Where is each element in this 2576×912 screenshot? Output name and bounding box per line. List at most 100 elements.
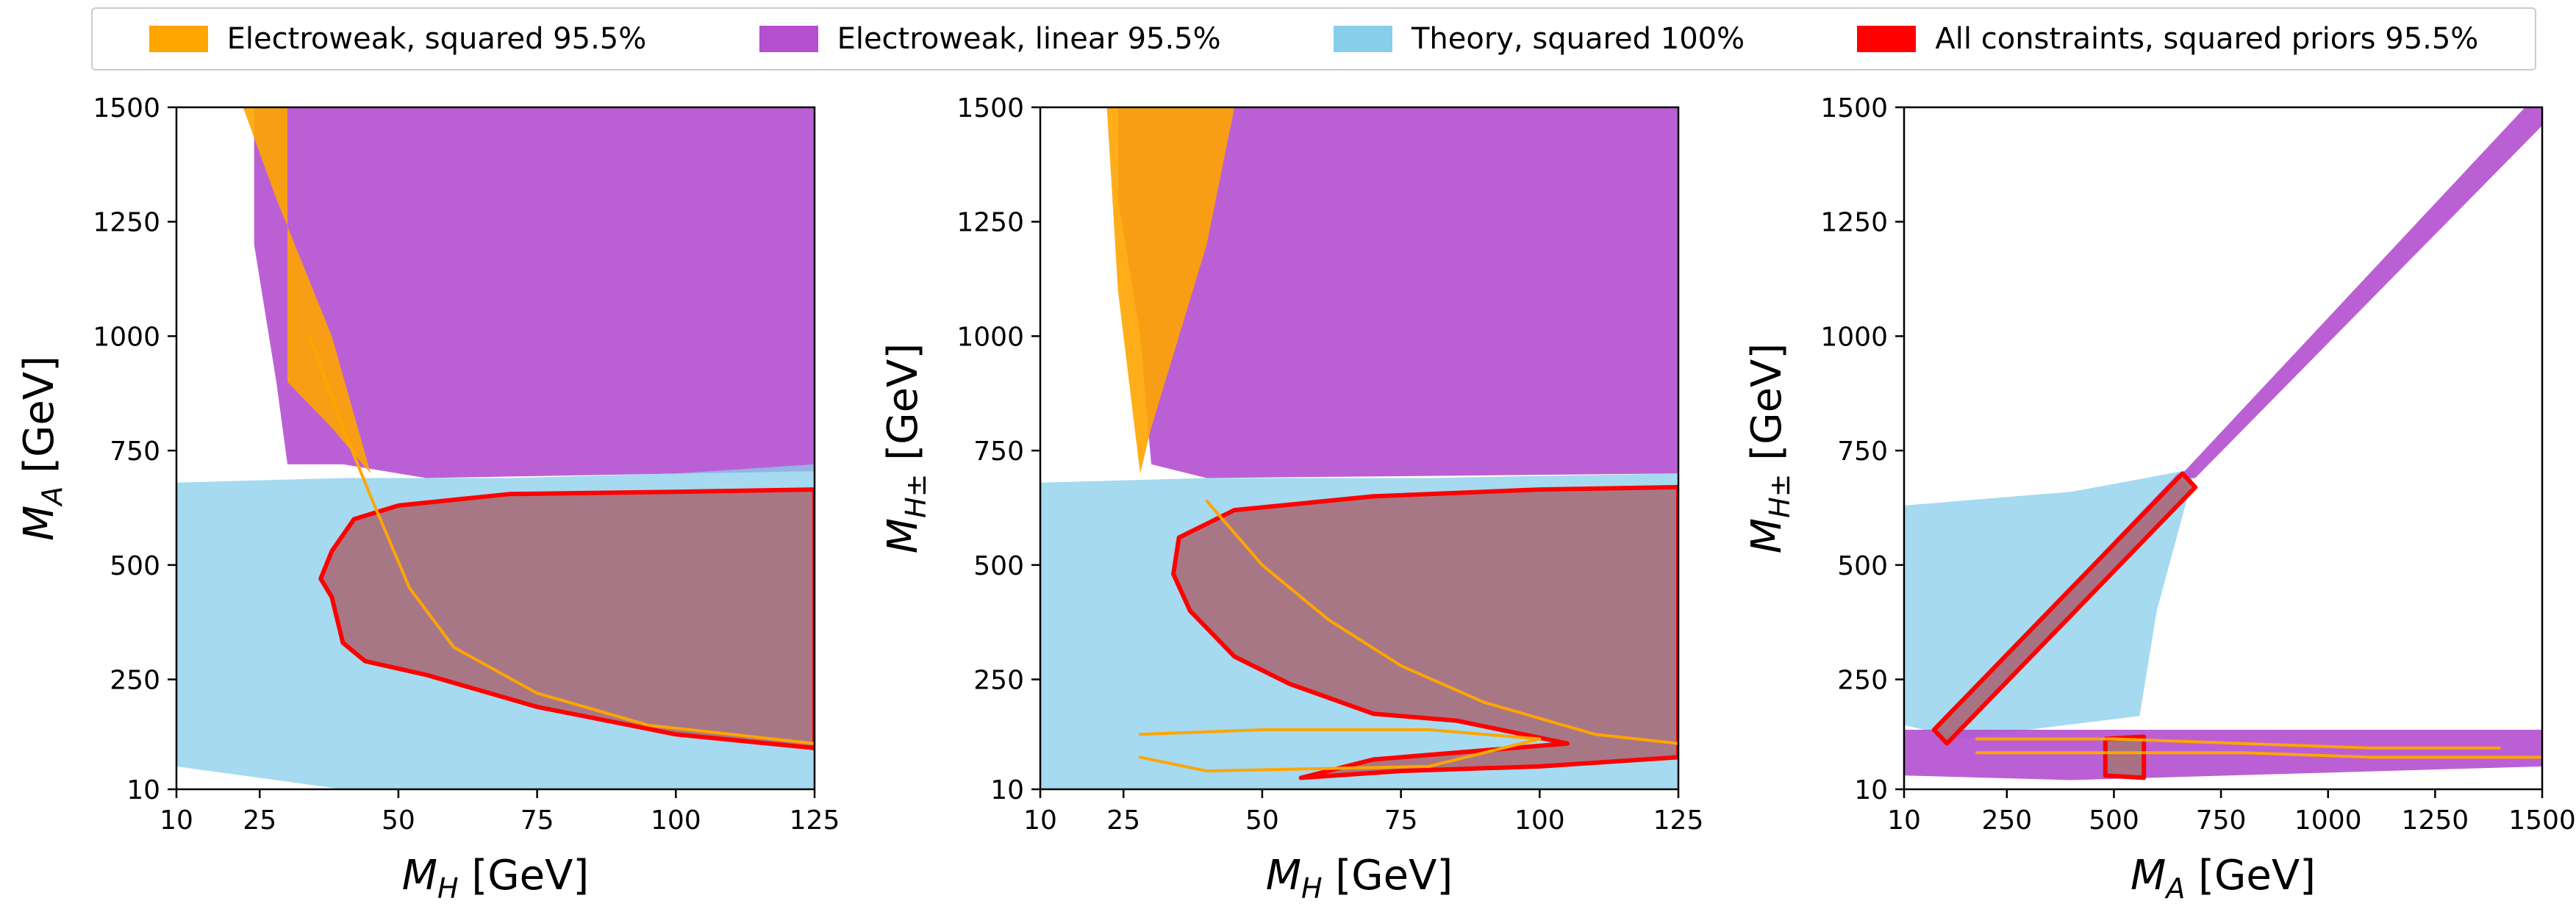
panel-3-plot-area [1904,107,2542,780]
x-tick-label: 1500 [2508,805,2576,836]
x-tick-label: 75 [1384,805,1418,836]
legend-entry-ew-squared: Electroweak, squared 95.5% [149,22,647,56]
y-axis-label-sub: H± [900,473,932,517]
y-axis-label-sub: A [36,486,68,508]
y-tick-label: 250 [973,666,1024,696]
x-axis-label: MH [GeV] [1266,852,1453,905]
y-tick-label: 1000 [956,322,1024,352]
panel-2-frame [1039,106,1680,791]
y-tick-label: 250 [110,666,160,696]
panel-1: 10 25 50 75 100 125 10 250 500 750 1000 1250 1500 MH … [15,93,840,905]
panel-3-frame [1903,106,2544,791]
y-axis-label: MH± [GeV] [879,343,932,553]
legend-entry-all-constraints: All constraints, squared priors 95.5% [1857,22,2478,56]
x-tick-label: 125 [790,805,840,836]
x-tick-label: 50 [382,805,415,836]
x-axis-label-unit: [GeV] [2185,852,2316,900]
y-tick-label: 10 [990,775,1024,805]
x-tick-label: 750 [2196,805,2247,836]
y-tick-label: 750 [1837,437,1888,467]
y-tick-label: 1500 [93,93,160,123]
x-tick-label: 250 [1981,805,2032,836]
x-tick-label: 100 [651,805,701,836]
y-tick-label: 1250 [956,208,1024,238]
y-axis-label: MH± [GeV] [1743,343,1796,553]
region-ew_linear-0 [1117,107,1678,478]
x-tick-label: 25 [243,805,276,836]
y-tick-label: 750 [110,437,160,467]
contour-ew_squared-1 [1975,737,2501,750]
x-axis-label-main: M [2130,852,2166,900]
y-tick-label: 1500 [956,93,1024,123]
y-axis-label-main: M [879,518,927,553]
x-tick-label: 10 [1887,805,1921,836]
y-tick-label: 250 [1837,666,1888,696]
y-tick-label: 1000 [93,322,160,352]
legend: Electroweak, squared 95.5% Electroweak, … [91,7,2536,71]
legend-swatch-all-constraints [1857,26,1917,52]
y-tick-label: 1250 [93,208,160,238]
x-axis-label-sub: H [1301,872,1323,905]
x-tick-label: 25 [1106,805,1140,836]
y-axis-label-main: M [15,506,63,541]
legend-swatch-ew-linear [759,26,818,52]
panel-2-plot-area [1040,107,1678,789]
y-tick-label: 1500 [1820,93,1888,123]
y-tick-label: 10 [126,775,160,805]
region-all_constraints-3 [1171,484,1678,780]
legend-swatch-ew-squared [149,26,208,52]
y-axis-label-sub: H± [1764,473,1796,517]
x-tick-label: 1250 [2402,805,2469,836]
y-axis-label-unit: [GeV] [15,356,63,486]
x-axis-label-unit: [GeV] [459,852,590,900]
panel-1-plot-area [176,107,815,789]
region-ew_squared-1 [243,107,371,474]
x-axis-label-sub: A [2164,872,2185,905]
legend-label-ew-linear: Electroweak, linear 95.5% [837,22,1221,56]
region-ew_squared-1 [1106,107,1235,474]
x-tick-label: 100 [1514,805,1565,836]
y-axis-label-main: M [1743,518,1791,553]
panel-3: 10 250 500 750 1000 1250 1500 10 250 500 750 1000 12… [1743,93,2576,905]
x-tick-label: 1000 [2294,805,2362,836]
legend-label-ew-squared: Electroweak, squared 95.5% [226,22,647,56]
panel-2: 10 25 50 75 100 125 10 250 500 750 1000 1250 1500 MH … [879,93,1703,905]
y-axis-label: MA [GeV] [15,356,68,541]
region-all_constraints-5 [2103,734,2147,780]
contour-ew_squared-0 [308,334,815,745]
x-tick-label: 10 [160,805,193,836]
region-all_constraints-4 [1931,471,2198,746]
region-ew_linear-2 [1904,730,2542,780]
x-axis-label-unit: [GeV] [1323,852,1453,900]
legend-label-all-constraints: All constraints, squared priors 95.5% [1935,22,2479,56]
x-tick-label: 10 [1023,805,1057,836]
contour-ew_squared-1 [1138,728,1542,773]
x-tick-label: 75 [520,805,554,836]
x-tick-label: 500 [2089,805,2139,836]
region-ew_linear-1 [2178,107,2542,478]
y-tick-label: 1000 [1820,322,1888,352]
x-axis-label-main: M [402,852,437,900]
legend-entry-theory: Theory, squared 100% [1333,22,1745,56]
contour-ew_squared-0 [1975,751,2542,759]
region-all_constraints-3 [318,487,815,750]
y-tick-label: 10 [1854,775,1888,805]
panel-1-frame [175,106,816,791]
y-tick-label: 750 [973,437,1024,467]
y-axis-label-unit: [GeV] [1743,343,1791,474]
region-ew_linear-0 [254,107,815,478]
x-tick-label: 125 [1653,805,1704,836]
x-tick-label: 50 [1245,805,1279,836]
y-axis-label-unit: [GeV] [879,343,927,474]
y-tick-label: 500 [110,551,160,581]
legend-swatch-theory [1333,26,1392,52]
legend-label-theory: Theory, squared 100% [1411,22,1745,56]
x-axis-label-sub: H [437,872,459,905]
x-axis-label-main: M [1266,852,1301,900]
contour-ew_squared-0 [1205,499,1678,745]
x-axis-label: MH [GeV] [402,852,590,905]
x-axis-label: MA [GeV] [2130,852,2316,905]
y-tick-label: 500 [1837,551,1888,581]
